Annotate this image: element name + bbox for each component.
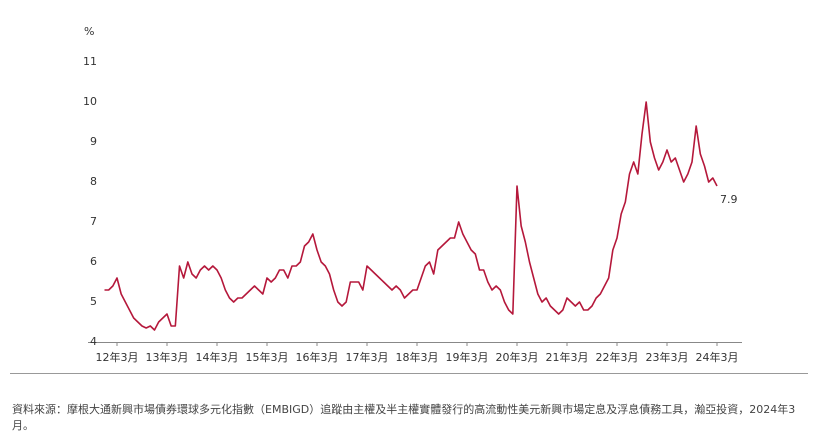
x-tick-label: 14年3月 xyxy=(196,350,239,364)
x-tick-label: 19年3月 xyxy=(446,350,489,364)
x-tick-label: 18年3月 xyxy=(396,350,439,364)
end-value-label: 7.9 xyxy=(720,193,738,206)
x-tick-label: 12年3月 xyxy=(96,350,139,364)
line-series xyxy=(104,101,718,331)
x-tick-label: 17年3月 xyxy=(346,350,389,364)
y-tick-label: 8 xyxy=(90,175,97,188)
x-tick-label: 21年3月 xyxy=(546,350,589,364)
x-tick-label: 22年3月 xyxy=(596,350,639,364)
x-tick-label: 16年3月 xyxy=(296,350,339,364)
source-note: 資料來源：摩根大通新興市場債券環球多元化指數（EMBIGD）追蹤由主權及半主權實… xyxy=(12,403,796,432)
x-tick-label: 24年3月 xyxy=(696,350,739,364)
y-tick-label: 11 xyxy=(83,55,97,68)
y-tick-label: 5 xyxy=(90,295,97,308)
x-tick-label: 15年3月 xyxy=(246,350,289,364)
x-tick-label: 20年3月 xyxy=(496,350,539,364)
x-tick-label: 13年3月 xyxy=(146,350,189,364)
y-tick-label: 7 xyxy=(90,215,97,228)
x-tick-label: 23年3月 xyxy=(646,350,689,364)
y-tick-label: 4 xyxy=(90,335,97,348)
chart: % 4 5 6 7 8 9 10 11 12年3月 13年3月 14年3月 15年3月 16年3月 17年… xyxy=(10,25,808,374)
y-tick-label: 9 xyxy=(90,135,97,148)
y-tick-label: 10 xyxy=(83,95,97,108)
y-unit: % xyxy=(84,25,94,38)
y-tick-label: 6 xyxy=(90,255,97,268)
